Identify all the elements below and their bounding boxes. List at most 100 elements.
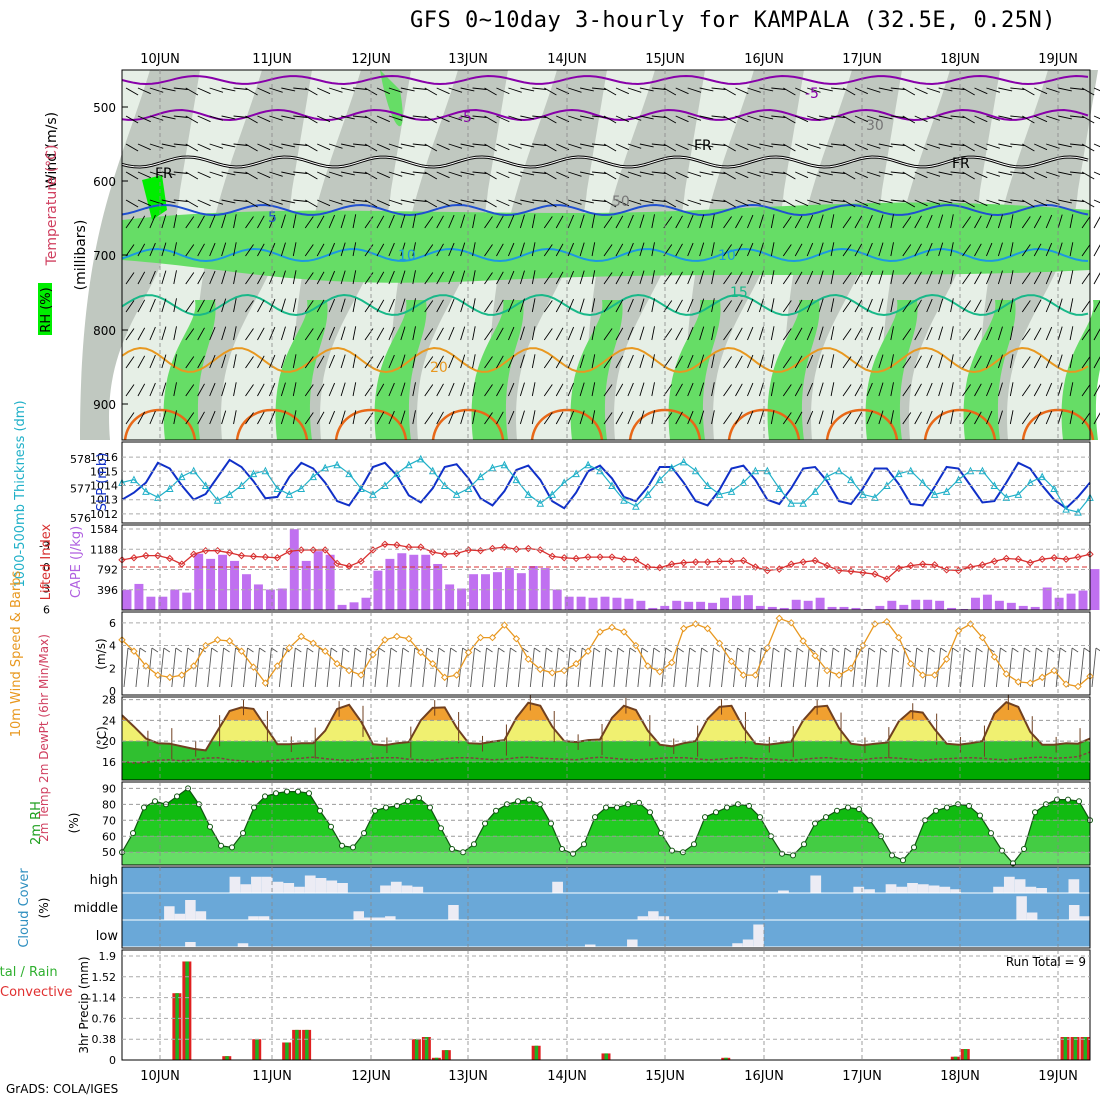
wind-speed-marker [273,662,282,670]
wind-barb [531,326,536,341]
wind-speed-marker [524,655,533,663]
wind-barb [627,298,634,313]
wind-barb [292,326,297,341]
wind-barb [699,298,705,313]
contour-temp-5 [121,203,1089,217]
wind-barb [1069,354,1074,369]
wind-barb [400,326,406,341]
wind-speed-marker [763,644,772,652]
wind-barb [508,410,515,425]
chart-title: GFS 0~10day 3-hourly for KAMPALA (32.5E,… [410,8,1057,33]
wind-barb [555,271,564,285]
wind-barb [568,87,582,93]
thickness-marker [548,490,557,498]
wind-barb [352,326,357,341]
precip-bar-convective [285,1042,289,1060]
wind-barb [472,354,476,369]
cloud-bar [648,911,659,920]
wind-barb [687,326,694,341]
precip-bar-convective [963,1049,968,1060]
wind-barb [687,199,702,205]
wind-barb [185,143,199,152]
wind-barb [316,299,325,313]
wind-barb [627,242,634,257]
wind-barb [639,298,645,313]
wind-barb [293,143,308,146]
wind-barb [304,300,314,313]
wind-barb [352,242,357,257]
wind-barb [137,355,146,369]
wind-barb [376,411,385,425]
cape-bar [301,560,311,610]
cape-bar [696,601,706,610]
wind-barb [472,410,476,425]
wind-barb [233,87,248,90]
cape-bar [218,554,228,610]
wind-barb [531,298,536,313]
wind-barb [974,327,982,341]
slp-tick: 1015 [90,465,118,478]
wind-tick: 0 [109,685,116,698]
wind-barb [1081,199,1095,208]
wind-barb-flag [151,647,159,653]
wind-barb [209,171,224,177]
cape-bar [265,589,275,610]
wind-barb [460,410,466,425]
wind-barb [579,214,585,229]
wind-tick: 6 [109,617,116,630]
wind-barb [531,214,536,229]
wind-barb [842,412,852,425]
wind-barb [950,115,965,118]
wind-barb [759,143,774,148]
rh-marker [647,809,653,816]
rh-marker [240,830,246,837]
wind-barb-flag [737,647,744,653]
thickness-marker [261,466,270,475]
wind-barb [890,410,894,425]
wind-barb-flag [904,647,912,653]
cape-bar [146,596,156,610]
wind-barb [1069,298,1074,313]
rh-tick: 90 [102,782,116,795]
rh-band-vertical [767,300,820,440]
rh-band-vertical [275,300,328,440]
wind-barb [484,300,493,313]
rh-marker [603,804,609,811]
wind-barb [268,326,276,341]
wind-barb [866,143,881,149]
ylabel-rh-2m: 2m RH [29,801,44,845]
wind-barb [1081,115,1095,124]
wind-barb-flag [940,647,947,653]
wind-barb [615,355,624,369]
wind-barb [568,115,582,121]
cape-bar [1018,605,1028,610]
wind-barb [305,199,318,208]
wind-barb-10m [983,647,989,688]
wind-speed-marker [954,627,963,635]
wind-barb [436,215,444,229]
wind-speed-marker [644,662,652,670]
wind-barb [496,327,504,341]
wind-barb [197,115,211,123]
cape-bar [648,607,658,610]
wind-speed-marker [751,671,760,679]
wind-barb [149,115,164,121]
wind-barb-10m [231,647,237,688]
wind-barb [986,87,1000,93]
slp-line [121,458,1091,510]
wind-barb [1021,272,1031,285]
wind-barb [568,171,582,177]
wind-barb [436,115,450,123]
lifted-index-marker [237,551,246,560]
wind-barb [555,215,564,229]
wind-barb [1046,171,1060,177]
wind-barb [508,143,522,149]
lifted-index-marker [225,549,234,557]
wind-barb [137,143,151,151]
wind-barb [735,215,743,229]
wind-barb-10m [350,647,356,688]
wind-barb [1081,216,1091,229]
rh-marker [1032,809,1038,816]
wind-barb-flag [378,647,386,653]
wind-speed-marker [799,637,807,645]
